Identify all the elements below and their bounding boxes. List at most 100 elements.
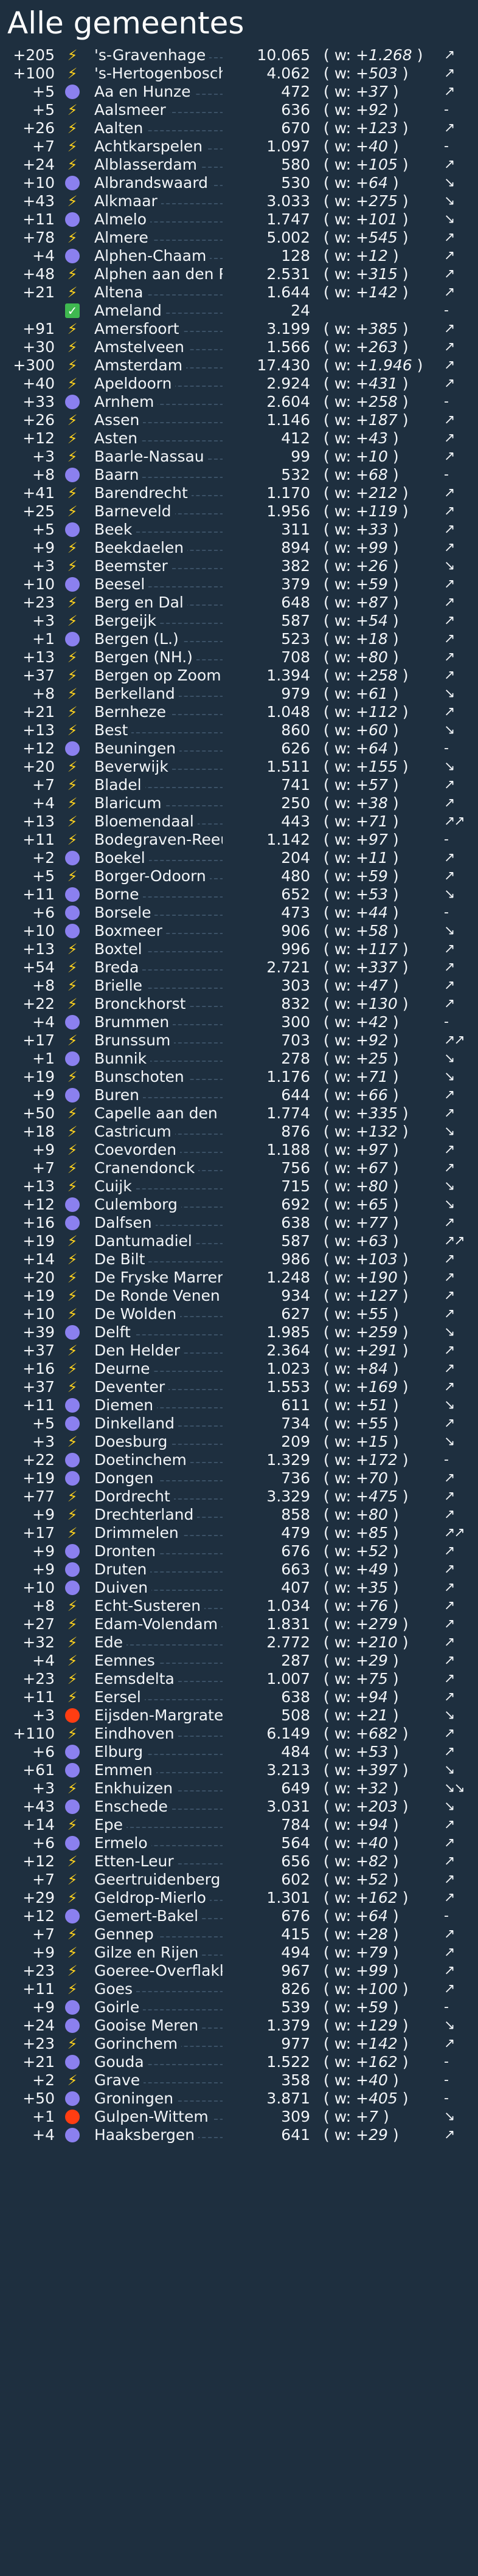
list-item[interactable]: +19 Dongen 736 ( w: +70 ) ↗ (6, 1469, 472, 1487)
list-item[interactable]: +1 Bergen (L.) 523 ( w: +18 ) ↗ (6, 630, 472, 648)
list-item[interactable]: +205 ⚡ 's-Gravenhage 10.065 ( w: +1.268 ) ↗ (6, 46, 472, 64)
list-item[interactable]: +19 ⚡ Dantumadiel 587 ( w: +63 ) ↗↗ (6, 1232, 472, 1250)
list-item[interactable]: +30 ⚡ Amstelveen 1.566 ( w: +263 ) ↗ (6, 338, 472, 356)
list-item[interactable]: +3 Eijsden-Margraten 508 ( w: +21 ) ↘ (6, 1706, 472, 1725)
list-item[interactable]: +110 ⚡ Eindhoven 6.149 ( w: +682 ) ↗ (6, 1725, 472, 1743)
list-item[interactable]: +20 ⚡ De Fryske Marren 1.248 ( w: +190 ) ↗ (6, 1269, 472, 1287)
list-item[interactable]: +13 ⚡ Boxtel 996 ( w: +117 ) ↗ (6, 940, 472, 958)
list-item[interactable]: +22 ⚡ Bronckhorst 832 ( w: +130 ) ↗ (6, 995, 472, 1013)
list-item[interactable]: +19 ⚡ De Ronde Venen 934 ( w: +127 ) ↗ (6, 1287, 472, 1305)
list-item[interactable]: +16 Dalfsen 638 ( w: +77 ) ↗ (6, 1214, 472, 1232)
list-item[interactable]: +6 Borsele 473 ( w: +44 ) - (6, 904, 472, 922)
list-item[interactable]: +23 ⚡ Goeree-Overflakkee 967( w: +99 ) ↗ (6, 1962, 472, 1980)
list-item[interactable]: +37 ⚡ Den Helder 2.364 ( w: +291 ) ↗ (6, 1342, 472, 1360)
list-item[interactable]: +5 Aa en Hunze 472 ( w: +37 ) ↗ (6, 83, 472, 101)
list-item[interactable]: +26 ⚡ Aalten 670 ( w: +123 ) ↗ (6, 119, 472, 137)
list-item[interactable]: +9 Buren 644 ( w: +66 ) ↗ (6, 1086, 472, 1104)
list-item[interactable]: +9 Druten 663 ( w: +49 ) ↗ (6, 1560, 472, 1579)
list-item[interactable]: +9 ⚡ Beekdaelen 894 ( w: +99 ) ↗ (6, 539, 472, 557)
list-item[interactable]: +10 Albrandswaard 530 ( w: +64 ) ↘ (6, 174, 472, 192)
list-item[interactable]: +77 ⚡ Dordrecht 3.329 ( w: +475 ) ↗ (6, 1487, 472, 1506)
list-item[interactable]: +54 ⚡ Breda 2.721 ( w: +337 ) ↗ (6, 958, 472, 977)
list-item[interactable]: +12 Culemborg 692 ( w: +65 ) ↘ (6, 1196, 472, 1214)
list-item[interactable]: +11 Borne 652 ( w: +53 ) ↘ (6, 885, 472, 904)
list-item[interactable]: +91 ⚡ Amersfoort 3.199 ( w: +385 ) ↗ (6, 320, 472, 338)
list-item[interactable]: +9 Goirle 539 ( w: +59 ) - (6, 1998, 472, 2017)
list-item[interactable]: +21 ⚡ Bernheze 1.048 ( w: +112 ) ↗ (6, 703, 472, 721)
list-item[interactable]: +7 ⚡ Gennep 415 ( w: +28 ) ↗ (6, 1925, 472, 1944)
list-item[interactable]: +13 ⚡ Bergen (NH.) 708 ( w: +80 ) ↗ (6, 648, 472, 667)
list-item[interactable]: +8 ⚡ Berkelland 979 ( w: +61 ) ↘ (6, 685, 472, 703)
list-item[interactable]: +16 ⚡ Deurne 1.023 ( w: +84 ) ↗ (6, 1360, 472, 1378)
list-item[interactable]: +6 Elburg 484 ( w: +53 ) ↗ (6, 1743, 472, 1761)
list-item[interactable]: +11 Diemen 611 ( w: +51 ) ↘ (6, 1396, 472, 1414)
list-item[interactable]: +2 Boekel 204 ( w: +11 ) ↗ (6, 849, 472, 867)
list-item[interactable]: +24 Gooise Meren 1.379 ( w: +129 ) ↘ (6, 2017, 472, 2035)
list-item[interactable]: +5 ⚡ Aalsmeer 636 ( w: +92 ) - (6, 101, 472, 119)
list-item[interactable]: +2 ⚡ Grave 358 ( w: +40 ) - (6, 2071, 472, 2090)
list-item[interactable]: +9 ⚡ Gilze en Rijen 494 ( w: +79 ) ↗ (6, 1944, 472, 1962)
list-item[interactable]: +23 ⚡ Gorinchem 977 ( w: +142 ) ↗ (6, 2035, 472, 2053)
list-item[interactable]: +5 ⚡ Borger-Odoorn 480 ( w: +59 ) ↗ (6, 867, 472, 885)
list-item[interactable]: +21 ⚡ Altena 1.644 ( w: +142 ) ↗ (6, 283, 472, 302)
list-item[interactable]: +27 ⚡ Edam-Volendam 1.831 ( w: +279 ) ↗ (6, 1615, 472, 1633)
list-item[interactable]: +12 ⚡ Etten-Leur 656 ( w: +82 ) ↗ (6, 1852, 472, 1871)
list-item[interactable]: +11 ⚡ Eersel 638 ( w: +94 ) ↗ (6, 1688, 472, 1706)
list-item[interactable]: +7 ⚡ Bladel 741 ( w: +57 ) ↗ (6, 776, 472, 794)
list-item[interactable]: +10 Beesel 379 ( w: +59 ) ↗ (6, 575, 472, 594)
list-item[interactable]: +10 Boxmeer 906 ( w: +58 ) ↘ (6, 922, 472, 940)
list-item[interactable]: +50 Groningen 3.871 ( w: +405 ) - (6, 2090, 472, 2108)
list-item[interactable]: +13 ⚡ Best 860 ( w: +60 ) ↘ (6, 721, 472, 739)
list-item[interactable]: +8 Baarn 532 ( w: +68 ) - (6, 466, 472, 484)
list-item[interactable]: +40 ⚡ Apeldoorn 2.924 ( w: +431 ) ↗ (6, 375, 472, 393)
list-item[interactable]: +4 Alphen-Chaam 128 ( w: +12 ) ↗ (6, 247, 472, 265)
list-item[interactable]: +3 ⚡ Baarle-Nassau 99 ( w: +10 ) ↗ (6, 448, 472, 466)
list-item[interactable]: +100 ⚡ 's-Hertogenbosch 4.062 ( w: +503 ) ↗ (6, 64, 472, 83)
list-item[interactable]: +61 Emmen 3.213 ( w: +397 ) ↘ (6, 1761, 472, 1779)
list-item[interactable]: +8 ⚡ Echt-Susteren 1.034 ( w: +76 ) ↗ (6, 1597, 472, 1615)
list-item[interactable]: +24 ⚡ Alblasserdam 580 ( w: +105 ) ↗ (6, 156, 472, 174)
list-item[interactable]: +25 ⚡ Barneveld 1.956 ( w: +119 ) ↗ (6, 502, 472, 521)
list-item[interactable]: +9 ⚡ Coevorden 1.188 ( w: +97 ) ↗ (6, 1141, 472, 1159)
list-item[interactable]: +12 ⚡ Asten 412 ( w: +43 ) ↗ (6, 429, 472, 448)
list-item[interactable]: +18 ⚡ Castricum 876 ( w: +132 ) ↘ (6, 1123, 472, 1141)
list-item[interactable]: +20 ⚡ Beverwijk 1.511 ( w: +155 ) ↘ (6, 758, 472, 776)
list-item[interactable]: +4 Haaksbergen 641 ( w: +29 ) ↗ (6, 2126, 472, 2144)
list-item[interactable]: +43 ⚡ Alkmaar 3.033 ( w: +275 ) ↘ (6, 192, 472, 210)
list-item[interactable]: +10 Duiven 407 ( w: +35 ) ↗ (6, 1579, 472, 1597)
list-item[interactable]: +26 ⚡ Assen 1.146 ( w: +187 ) ↗ (6, 411, 472, 429)
list-item[interactable]: +14 ⚡ De Bilt 986 ( w: +103 ) ↗ (6, 1250, 472, 1269)
list-item[interactable]: +23 ⚡ Berg en Dal 648 ( w: +87 ) ↗ (6, 594, 472, 612)
list-item[interactable]: +48 ⚡ Alphen aan den Rijn 2.531( w: +315 ) ↗ (6, 265, 472, 283)
list-item[interactable]: +300 ⚡ Amsterdam 17.430 ( w: +1.946 ) ↗ (6, 356, 472, 375)
list-item[interactable]: +50 ⚡ Capelle aan den IJssel 1.774( w: +335… (6, 1104, 472, 1123)
list-item[interactable]: +37 ⚡ Bergen op Zoom 1.394 ( w: +258 ) ↗ (6, 667, 472, 685)
list-item[interactable]: +11 Almelo 1.747 ( w: +101 ) ↘ (6, 210, 472, 229)
list-item[interactable]: +39 Delft 1.985 ( w: +259 ) ↘ (6, 1323, 472, 1342)
list-item[interactable]: +3 ⚡ Doesburg 209 ( w: +15 ) ↘ (6, 1433, 472, 1451)
list-item[interactable]: +17 ⚡ Brunssum 703 ( w: +92 ) ↗↗ (6, 1031, 472, 1050)
list-item[interactable]: +7 ⚡ Achtkarspelen 1.097 ( w: +40 ) - (6, 137, 472, 156)
list-item[interactable]: +33 Arnhem 2.604 ( w: +258 ) - (6, 393, 472, 411)
list-item[interactable]: +4 Brummen 300 ( w: +42 ) - (6, 1013, 472, 1031)
list-item[interactable]: +7 ⚡ Geertruidenberg 602 ( w: +52 ) ↗ (6, 1871, 472, 1889)
list-item[interactable]: +78 ⚡ Almere 5.002 ( w: +545 ) ↗ (6, 229, 472, 247)
list-item[interactable]: +21 Gouda 1.522 ( w: +162 ) - (6, 2053, 472, 2071)
list-item[interactable]: +4 ⚡ Blaricum 250 ( w: +38 ) ↗ (6, 794, 472, 812)
list-item[interactable]: +10 ⚡ De Wolden 627 ( w: +55 ) ↗ (6, 1305, 472, 1323)
list-item[interactable]: +13 ⚡ Cuijk 715 ( w: +80 ) ↘ (6, 1177, 472, 1196)
list-item[interactable]: +41 ⚡ Barendrecht 1.170 ( w: +212 ) ↗ (6, 484, 472, 502)
list-item[interactable]: +6 Ermelo 564 ( w: +40 ) ↗ (6, 1834, 472, 1852)
list-item[interactable]: +1 Gulpen-Wittem 309 ( w: +7 ) ↘ (6, 2108, 472, 2126)
list-item[interactable]: +14 ⚡ Epe 784 ( w: +94 ) ↗ (6, 1816, 472, 1834)
list-item[interactable]: +11 ⚡ Goes 826 ( w: +100 ) ↗ (6, 1980, 472, 1998)
list-item[interactable]: +3 ⚡ Beemster 382 ( w: +26 ) ↘ (6, 557, 472, 575)
list-item[interactable]: +5 Beek 311 ( w: +33 ) ↗ (6, 521, 472, 539)
list-item[interactable]: +4 ⚡ Eemnes 287 ( w: +29 ) ↗ (6, 1652, 472, 1670)
list-item[interactable]: +23 ⚡ Eemsdelta 1.007 ( w: +75 ) ↗ (6, 1670, 472, 1688)
list-item[interactable]: +32 ⚡ Ede 2.772 ( w: +210 ) ↗ (6, 1633, 472, 1652)
list-item[interactable]: +12 Gemert-Bakel 676 ( w: +64 ) - (6, 1907, 472, 1925)
list-item[interactable]: +8 ⚡ Brielle 303 ( w: +47 ) ↗ (6, 977, 472, 995)
list-item[interactable]: +13 ⚡ Bloemendaal 443 ( w: +71 ) ↗↗ (6, 812, 472, 831)
list-item[interactable]: +7 ⚡ Cranendonck 756 ( w: +67 ) ↗ (6, 1159, 472, 1177)
